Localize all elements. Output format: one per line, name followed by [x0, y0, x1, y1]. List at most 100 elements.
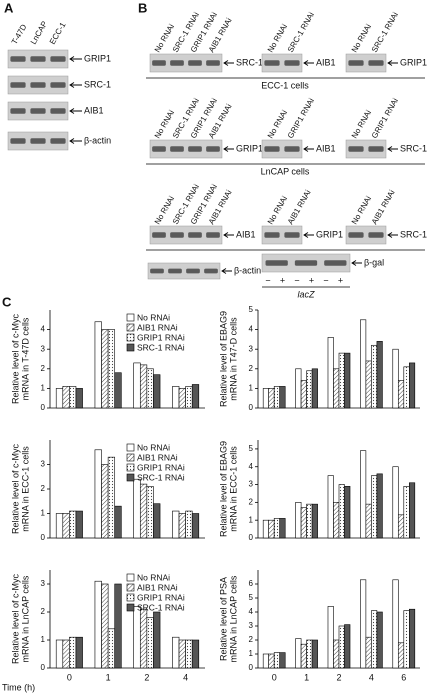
protein-label: GRIP1 — [84, 53, 111, 63]
y-tick-label: 1 — [249, 515, 254, 524]
bar — [403, 366, 410, 409]
legend-swatch — [126, 463, 135, 472]
bar — [62, 386, 70, 409]
y-axis-label: mRNA in T-47D cells — [20, 317, 30, 400]
bar — [409, 608, 416, 669]
y-tick-label: 3 — [249, 480, 254, 489]
legend-swatch — [126, 583, 135, 592]
bar — [101, 464, 109, 539]
y-tick-label: 4 — [249, 325, 254, 334]
band — [50, 138, 66, 144]
bar — [172, 636, 180, 669]
y-tick-label: 5 — [249, 593, 254, 602]
band — [170, 232, 184, 238]
y-axis-label: Relative level of c-Myc — [10, 313, 20, 404]
lane-label: GRIP1 RNAi — [370, 96, 400, 140]
caption: LnCAP cells — [261, 166, 310, 176]
band — [30, 56, 46, 62]
band — [10, 138, 26, 144]
bar — [107, 456, 116, 539]
band — [264, 232, 280, 238]
y-tick-label: 3 — [41, 344, 46, 353]
band — [152, 232, 166, 238]
bar — [114, 583, 122, 669]
bar — [273, 652, 281, 669]
band — [10, 56, 26, 62]
legend-label: AIB1 RNAi — [137, 322, 178, 332]
y-tick-label: 1 — [249, 649, 254, 658]
protein-label: SRC-1 — [236, 57, 263, 67]
bar — [327, 475, 334, 539]
x-tick-label: 0 — [272, 672, 277, 682]
arrow — [221, 268, 232, 274]
bar — [344, 486, 351, 539]
y-axis-label: Relative level of EBAG9 — [218, 441, 228, 537]
bar — [306, 639, 313, 669]
bar — [191, 513, 200, 539]
bar — [333, 368, 340, 409]
bar — [311, 503, 318, 539]
legend-swatch — [126, 343, 135, 352]
band — [368, 232, 384, 238]
lane-sign: − — [265, 275, 270, 285]
bar — [178, 513, 186, 539]
bar — [139, 364, 148, 409]
bar — [139, 608, 148, 669]
bar — [376, 341, 383, 409]
y-axis-label: Relative level of c-Myc — [10, 573, 20, 664]
bar — [75, 636, 83, 669]
protein-label: SRC-1 — [400, 143, 427, 153]
lane-sign: + — [309, 275, 314, 285]
bar — [153, 611, 161, 669]
legend-swatch — [126, 603, 135, 612]
bar — [392, 466, 399, 539]
arrow — [387, 60, 398, 66]
band — [10, 82, 26, 88]
bar — [371, 344, 378, 409]
blot — [147, 262, 221, 280]
legend-swatch — [126, 473, 135, 482]
band — [10, 108, 26, 114]
lane-label: AIB1 RNAi — [286, 188, 313, 226]
band — [168, 268, 182, 274]
y-tick-label: 0 — [249, 403, 254, 412]
protein-label: β-gal — [364, 257, 384, 267]
bar — [333, 502, 340, 539]
x-tick-label: 2 — [336, 672, 341, 682]
legend-label: SRC-1 RNAi — [137, 602, 185, 612]
bar — [295, 368, 302, 409]
bar — [69, 636, 77, 669]
bar — [172, 386, 180, 409]
y-tick-label: 4 — [249, 607, 254, 616]
blot — [149, 225, 223, 245]
bar — [344, 352, 351, 409]
bar — [295, 638, 302, 669]
panel-label: C — [2, 294, 12, 309]
bar — [403, 610, 410, 669]
band — [150, 268, 164, 274]
y-tick-label: 2 — [41, 607, 46, 616]
band — [30, 108, 46, 114]
arrow — [223, 146, 234, 152]
bar — [300, 380, 307, 409]
y-tick-label: 2 — [41, 484, 46, 493]
y-tick-label: 3 — [41, 579, 46, 588]
bar — [185, 639, 193, 669]
lane-label: SRC-1 RNAi — [370, 10, 400, 54]
bar — [273, 386, 281, 409]
bar — [55, 513, 64, 539]
y-tick-label: 6 — [249, 579, 254, 588]
lane-label: T-47D — [10, 22, 29, 46]
bar — [360, 319, 367, 409]
y-tick-label: 0 — [41, 663, 46, 672]
x-tick-label: 6 — [401, 672, 406, 682]
arrow — [303, 146, 314, 152]
bar — [107, 329, 116, 409]
legend-swatch — [126, 593, 135, 602]
bar — [295, 502, 302, 539]
protein-label: SRC-1 — [84, 79, 111, 89]
y-tick-label: 1 — [41, 635, 46, 644]
protein-label: GRIP1 — [316, 229, 343, 239]
arrow — [69, 82, 82, 88]
bar — [311, 639, 318, 669]
